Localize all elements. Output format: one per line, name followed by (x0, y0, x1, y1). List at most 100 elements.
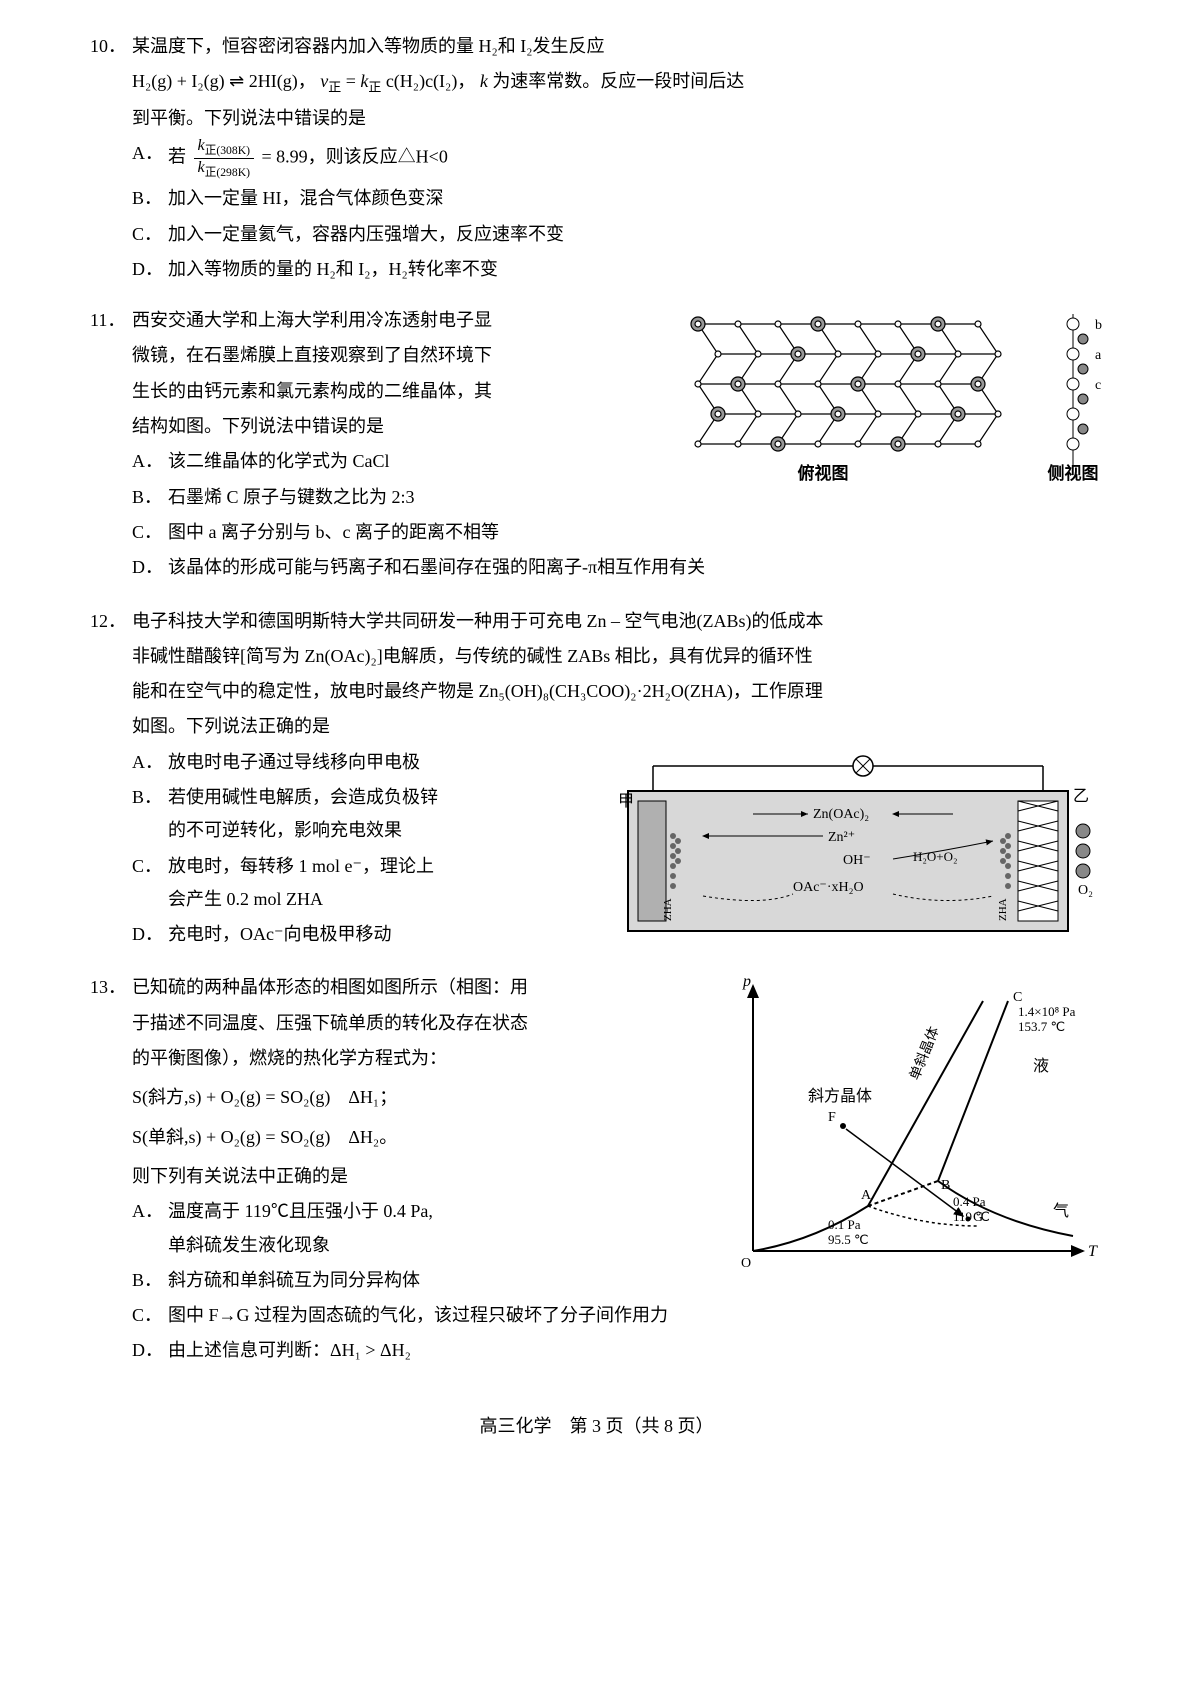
q12-b-label: B． (132, 781, 168, 814)
q13-a-line2: 单斜硫发生液化现象 (168, 1235, 330, 1255)
q12-stem-1: 电子科技大学和德国明斯特大学共同研发一种用于可充电 Zn – 空气电池(ZABs… (132, 605, 1103, 638)
svg-text:甲: 甲 (618, 793, 634, 810)
svg-text:F: F (828, 1110, 836, 1125)
q10-d-label: D． (132, 253, 168, 286)
q10-a-label: A． (132, 137, 168, 170)
q10-c-text: 加入一定量氦气，容器内压强增大，反应速率不变 (168, 218, 564, 251)
q12-option-a: A． 放电时电子通过导线移向甲电极 (132, 746, 598, 779)
svg-text:0.4 Pa: 0.4 Pa (953, 1194, 986, 1209)
q12-number: 12． (90, 605, 132, 638)
q12-d-label: D． (132, 918, 168, 951)
svg-text:153.7 ℃: 153.7 ℃ (1018, 1019, 1065, 1034)
question-12: 12． 电子科技大学和德国明斯特大学共同研发一种用于可充电 Zn – 空气电池(… (90, 605, 1103, 954)
q13-stem-3: 的平衡图像），燃烧的热化学方程式为： (132, 1042, 698, 1075)
q10-k-sub: 正 (368, 80, 381, 95)
svg-text:H₂O+O₂: H₂O+O₂ (913, 849, 958, 864)
q11-d-label: D． (132, 551, 168, 584)
question-11: b a c 俯视图 侧视图 (function(){ const g = doc… (90, 304, 1103, 586)
q12-c-line1: 放电时，每转移 1 mol e⁻，理论上 (168, 856, 434, 876)
q13-stem-2: 于描述不同温度、压强下硫单质的转化及存在状态 (132, 1007, 698, 1040)
q12-b-line2: 的不可逆转化，影响充电效果 (168, 820, 402, 840)
q10-v-sub: 正 (328, 80, 341, 95)
q13-c-label: C． (132, 1299, 168, 1332)
q11-option-c: C． 图中 a 离子分别与 b、c 离子的距离不相等 (132, 516, 1103, 549)
svg-text:OAc⁻·xH₂O: OAc⁻·xH₂O (793, 880, 864, 895)
svg-text:Zn(OAc)₂: Zn(OAc)₂ (813, 807, 869, 822)
svg-text:p: p (742, 973, 751, 990)
svg-text:ZHA: ZHA (997, 898, 1009, 921)
q13-stem-1: 已知硫的两种晶体形态的相图如图所示（相图：用 (132, 971, 698, 1004)
q11-a-label: A． (132, 445, 168, 478)
svg-text:C: C (1013, 990, 1022, 1005)
q10-option-b: B． 加入一定量 HI，混合气体颜色变深 (132, 182, 1103, 215)
q13-eq2: S(单斜,s) + O₂(g) = SO₂(g) ΔH₂。 (132, 1121, 698, 1154)
q12-figure: 甲 乙 O₂ (613, 746, 1103, 941)
q11-option-d: D． 该晶体的形成可能与钙离子和石墨间存在强的阳离子-π相互作用有关 (132, 551, 1103, 584)
q10-stem-1: 某温度下，恒容密闭容器内加入等物质的量 H₂和 I₂发生反应 (132, 30, 1103, 63)
q10-a-num-sub: 正(308K) (205, 144, 250, 157)
q10-option-c: C． 加入一定量氦气，容器内压强增大，反应速率不变 (132, 218, 1103, 251)
q10-a-prefix: 若 (168, 147, 186, 167)
q10-number: 10． (90, 30, 132, 63)
q12-a-text: 放电时电子通过导线移向甲电极 (168, 746, 420, 779)
q13-b-text: 斜方硫和单斜硫互为同分异构体 (168, 1264, 420, 1297)
svg-text:俯视图: 俯视图 (798, 463, 849, 483)
q11-stem-2: 微镜，在石墨烯膜上直接观察到了自然环境下 (132, 339, 658, 372)
svg-text:T: T (1088, 1243, 1098, 1260)
q13-option-c: C． 图中 F→G 过程为固态硫的气化，该过程只破坏了分子间作用力 (132, 1299, 1103, 1332)
q10-eq-prefix: H₂(g) + I₂(g) ⇌ 2HI(g)， (132, 71, 316, 91)
q10-b-label: B． (132, 182, 168, 215)
q13-option-b: B． 斜方硫和单斜硫互为同分异构体 (132, 1264, 698, 1297)
q13-d-text: 由上述信息可判断：ΔH₁ > ΔH₂ (168, 1334, 411, 1367)
q13-a-label: A． (132, 1195, 168, 1228)
q11-stem-1: 西安交通大学和上海大学利用冷冻透射电子显 (132, 304, 658, 337)
q13-a-line1: 温度高于 119℃且压强小于 0.4 Pa, (168, 1201, 433, 1221)
svg-text:液: 液 (1033, 1057, 1049, 1075)
q11-b-label: B． (132, 481, 168, 514)
svg-text:a: a (1095, 348, 1102, 363)
svg-text:OH⁻: OH⁻ (843, 853, 871, 868)
q11-figure: b a c 俯视图 侧视图 (function(){ const g = doc… (673, 304, 1103, 484)
q12-b-line1: 若使用碱性电解质，会造成负极锌 (168, 787, 438, 807)
q12-d-text: 充电时，OAc⁻向电极甲移动 (168, 918, 392, 951)
q12-option-d: D． 充电时，OAc⁻向电极甲移动 (132, 918, 598, 951)
q12-a-label: A． (132, 746, 168, 779)
q11-stem-3: 生长的由钙元素和氯元素构成的二维晶体，其 (132, 375, 658, 408)
q12-c-line2: 会产生 0.2 mol ZHA (168, 889, 323, 909)
q10-stem-3: 到平衡。下列说法中错误的是 (132, 102, 1103, 135)
q11-c-text: 图中 a 离子分别与 b、c 离子的距离不相等 (168, 516, 499, 549)
svg-text:0.1 Pa: 0.1 Pa (828, 1217, 861, 1232)
svg-text:b: b (1095, 318, 1102, 333)
svg-text:1.4×10⁸ Pa: 1.4×10⁸ Pa (1018, 1004, 1076, 1019)
q10-c-label: C． (132, 218, 168, 251)
svg-text:95.5 ℃: 95.5 ℃ (828, 1232, 869, 1247)
q12-stem-4: 如图。下列说法正确的是 (132, 710, 1103, 743)
q13-b-label: B． (132, 1264, 168, 1297)
question-13: p T O A B C G F 斜方晶 (90, 971, 1103, 1369)
q11-a-text: 该二维晶体的化学式为 CaCl (168, 445, 390, 478)
svg-text:O: O (741, 1256, 751, 1271)
question-10: 10． 某温度下，恒容密闭容器内加入等物质的量 H₂和 I₂发生反应 H₂(g)… (90, 30, 1103, 286)
svg-text:119 ℃: 119 ℃ (953, 1209, 990, 1224)
q10-suffix: 为速率常数。反应一段时间后达 (492, 71, 744, 91)
q11-d-text: 该晶体的形成可能与钙离子和石墨间存在强的阳离子-π相互作用有关 (168, 551, 705, 584)
svg-text:单斜晶体: 单斜晶体 (907, 1025, 943, 1083)
q13-figure: p T O A B C G F 斜方晶 (713, 971, 1103, 1281)
q10-b-text: 加入一定量 HI，混合气体颜色变深 (168, 182, 444, 215)
svg-text:ZHA: ZHA (662, 898, 674, 921)
q11-c-label: C． (132, 516, 168, 549)
q10-option-d: D． 加入等物质的量的 H₂和 I₂，H₂转化率不变 (132, 253, 1103, 286)
q10-eq-sign: = (346, 71, 361, 91)
q12-c-label: C． (132, 850, 168, 883)
q11-option-a: A． 该二维晶体的化学式为 CaCl (132, 445, 658, 478)
q13-c-text: 图中 F→G 过程为固态硫的气化，该过程只破坏了分子间作用力 (168, 1299, 668, 1332)
q13-d-label: D． (132, 1334, 168, 1367)
q13-number: 13． (90, 971, 132, 1004)
svg-text:Zn²⁺: Zn²⁺ (828, 830, 855, 845)
svg-text:乙: 乙 (1073, 788, 1089, 805)
q12-option-b: B． 若使用碱性电解质，会造成负极锌 的不可逆转化，影响充电效果 (132, 781, 598, 848)
q13-eq1: S(斜方,s) + O₂(g) = SO₂(g) ΔH₁； (132, 1081, 698, 1114)
svg-text:斜方晶体: 斜方晶体 (808, 1087, 872, 1105)
q11-option-b: B． 石墨烯 C 原子与键数之比为 2:3 (132, 481, 658, 514)
svg-text:O₂: O₂ (1078, 883, 1093, 898)
